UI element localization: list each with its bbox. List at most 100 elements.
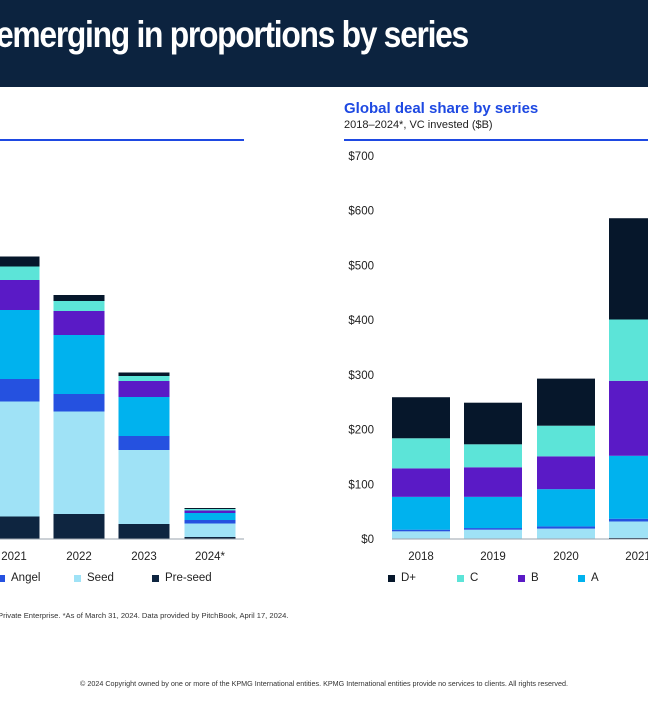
- source-note: Private Enterprise. *As of March 31, 202…: [0, 611, 289, 620]
- bar-segment-d--2018: [392, 397, 450, 439]
- bar-segment-d--2021: [0, 256, 40, 267]
- x-tick-label: 2020: [553, 551, 579, 563]
- bar-segment-d--2022: [53, 295, 105, 301]
- legend-item: A: [578, 572, 599, 584]
- legend-swatch: [578, 574, 585, 582]
- bar-segment-seed-2021: [609, 521, 648, 538]
- header-banner: emerging in proportions by series: [0, 0, 648, 87]
- bar-segment-pre-seed-2021: [0, 516, 40, 539]
- bar-segment-angel-2022: [53, 394, 105, 412]
- bar-segment-c-2019: [464, 444, 522, 468]
- bar-segment-seed-2020: [537, 528, 595, 539]
- x-tick-label: 2021: [625, 551, 648, 563]
- left-divider: [0, 139, 244, 141]
- bar-segment-c-2021: [0, 266, 40, 280]
- bar-segment-angel-2023: [118, 436, 170, 450]
- bar-segment-angel-2024: [184, 520, 236, 524]
- bar-segment-angel-2018: [392, 529, 450, 532]
- bar-segment-a-2023: [118, 397, 170, 436]
- y-tick-label: $300: [348, 370, 374, 382]
- legend-swatch: [388, 574, 395, 582]
- bar-segment-b-2023: [118, 381, 170, 397]
- bar-segment-b-2024: [184, 510, 236, 513]
- bar-segment-pre-seed-2021: [609, 537, 648, 539]
- x-tick-label: 2021: [1, 551, 27, 563]
- bar-segment-angel-2020: [537, 526, 595, 529]
- x-tick-label: 2023: [131, 551, 157, 563]
- bar-segment-pre-seed-2024: [184, 537, 236, 539]
- legend-item: D+: [388, 572, 416, 584]
- bar-segment-pre-seed-2023: [118, 524, 170, 539]
- bar-segment-b-2021: [0, 280, 40, 310]
- bar-segment-seed-2018: [392, 531, 450, 539]
- legend-label: Angel: [11, 572, 41, 584]
- legend-item: B: [518, 572, 539, 584]
- bar-segment-d--2020: [537, 378, 595, 426]
- legend-swatch: [518, 574, 525, 582]
- bar-segment-angel-2019: [464, 528, 522, 530]
- bar-segment-seed-2023: [118, 450, 170, 524]
- bar-segment-seed-2022: [53, 411, 105, 514]
- bar-segment-a-2018: [392, 496, 450, 530]
- legend-label: Pre-seed: [165, 572, 212, 584]
- legend-label: D+: [401, 572, 417, 584]
- legend-label: B: [531, 572, 539, 584]
- y-tick-label: $400: [348, 315, 374, 327]
- bar-segment-d--2023: [118, 372, 170, 376]
- bar-segment-a-2019: [464, 496, 522, 529]
- y-tick-label: $700: [348, 151, 374, 163]
- bar-segment-b-2021: [609, 380, 648, 456]
- bar-segment-d--2021: [609, 218, 648, 320]
- bar-segment-seed-2024: [184, 523, 236, 537]
- bar-segment-a-2020: [537, 489, 595, 527]
- bar-segment-seed-2021: [0, 401, 40, 517]
- bar-segment-b-2018: [392, 468, 450, 497]
- bar-segment-d--2019: [464, 402, 522, 445]
- bar-segment-angel-2021: [609, 518, 648, 522]
- y-tick-label: $600: [348, 206, 374, 218]
- bar-segment-seed-2019: [464, 529, 522, 539]
- legend-label: A: [591, 572, 599, 584]
- right-chart-legend: D+ C B A: [388, 572, 648, 588]
- bar-segment-angel-2021: [0, 379, 40, 402]
- legend-label: Seed: [87, 572, 114, 584]
- bar-segment-c-2022: [53, 301, 105, 311]
- bar-segment-d--2024: [184, 508, 236, 509]
- left-chart-legend: Angel Seed Pre-seed: [0, 572, 260, 588]
- bar-segment-pre-seed-2022: [53, 514, 105, 539]
- legend-item: Pre-seed: [152, 572, 212, 584]
- bar-segment-b-2022: [53, 311, 105, 335]
- x-tick-label: 2022: [66, 551, 92, 563]
- x-tick-label: 2019: [480, 551, 506, 563]
- x-tick-label: 2018: [408, 551, 434, 563]
- bar-segment-c-2021: [609, 319, 648, 381]
- bar-segment-b-2019: [464, 467, 522, 497]
- x-tick-label: 2024*: [195, 551, 226, 563]
- legend-item: Angel: [0, 572, 40, 584]
- right-chart-subtitle: 2018–2024*, VC invested ($B): [344, 119, 493, 131]
- left-chart: 2021 2022 2023 2024*: [0, 256, 244, 563]
- right-chart-title: Global deal share by series: [344, 100, 539, 117]
- right-divider: [344, 139, 648, 141]
- bar-segment-a-2021: [609, 455, 648, 519]
- bar-segment-a-2024: [184, 513, 236, 520]
- y-tick-label: $100: [348, 479, 374, 491]
- page-title: emerging in proportions by series: [0, 14, 469, 55]
- legend-swatch: [457, 574, 464, 582]
- legend-item: Seed: [74, 572, 114, 584]
- y-tick-label: $200: [348, 425, 374, 437]
- bar-segment-c-2020: [537, 425, 595, 457]
- right-chart: $0 $100 $200 $300 $400 $500 $600 $700 2018 2019 20…: [348, 151, 648, 563]
- bar-segment-b-2020: [537, 456, 595, 490]
- bar-segment-c-2023: [118, 376, 170, 381]
- legend-swatch: [152, 574, 159, 582]
- legend-label: C: [470, 572, 479, 584]
- bar-segment-c-2018: [392, 438, 450, 469]
- y-tick-label: $500: [348, 260, 374, 272]
- bar-segment-c-2024: [184, 509, 236, 511]
- copyright-note: © 2024 Copyright owned by one or more of…: [80, 679, 568, 688]
- legend-item: C: [457, 572, 478, 584]
- legend-swatch: [0, 574, 5, 582]
- bar-segment-a-2022: [53, 335, 105, 394]
